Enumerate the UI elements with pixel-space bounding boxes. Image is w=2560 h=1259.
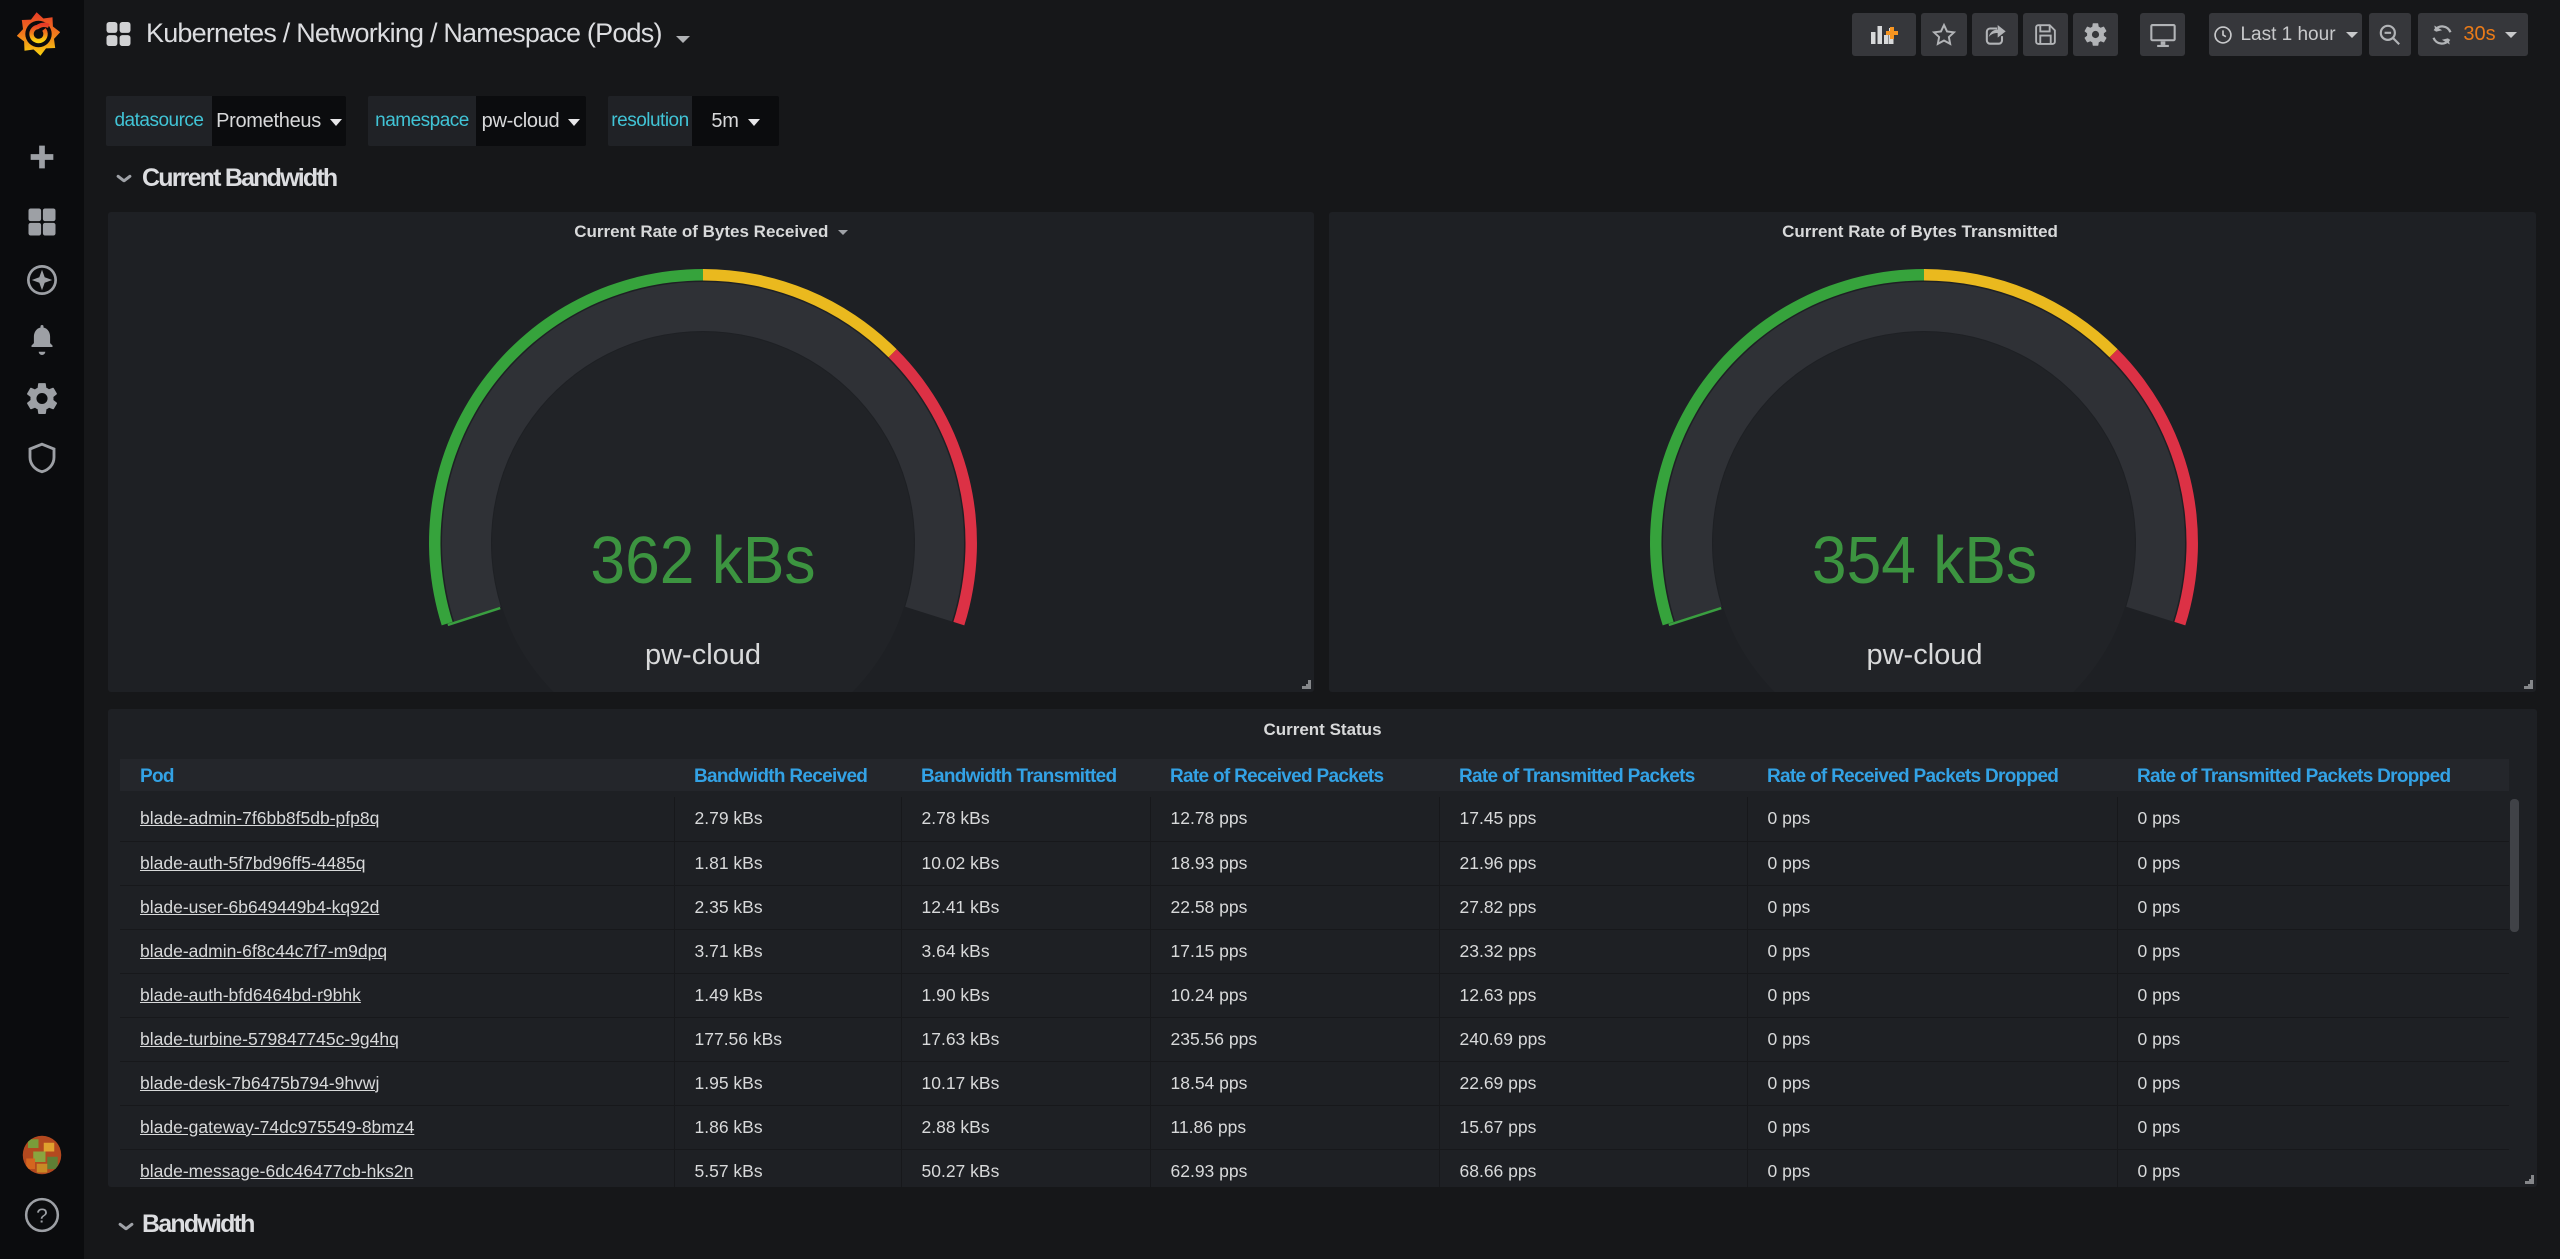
svg-text:?: ? — [36, 1204, 47, 1227]
